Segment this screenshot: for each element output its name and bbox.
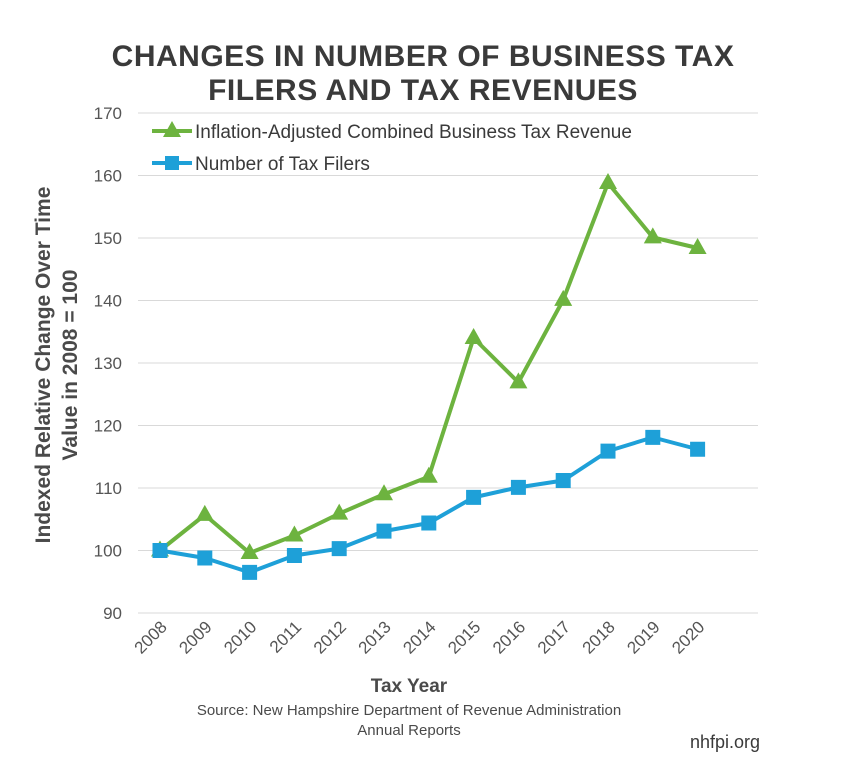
x-tick-label: 2012	[310, 617, 350, 657]
x-tick-label: 2009	[175, 617, 215, 657]
source-line-2: Annual Reports	[357, 722, 460, 739]
data-point-revenue-2017	[554, 289, 573, 306]
legend-item-revenue: Inflation-Adjusted Combined Business Tax…	[152, 121, 632, 143]
x-tick-label: 2019	[623, 617, 663, 657]
x-tick-label: 2011	[266, 617, 305, 656]
legend: Inflation-Adjusted Combined Business Tax…	[152, 121, 632, 175]
data-point-filers-2017	[555, 473, 571, 488]
x-tick-label: 2015	[444, 617, 484, 657]
x-tick-label: 2010	[220, 617, 260, 657]
data-point-filers-2010	[242, 564, 258, 580]
series-tax-filers	[152, 429, 706, 580]
data-point-revenue-2012	[330, 503, 349, 520]
x-axis-label: Tax Year	[371, 676, 448, 697]
y-tick-label: 100	[94, 542, 122, 561]
x-tick-label: 2018	[579, 617, 619, 657]
legend-label-filers: Number of Tax Filers	[195, 154, 370, 175]
y-tick-label: 120	[94, 417, 122, 436]
data-point-revenue-2020	[688, 238, 707, 254]
series-line	[159, 435, 699, 575]
data-point-filers-2018	[600, 443, 616, 459]
y-tick-label: 160	[94, 167, 122, 186]
series-tax-revenue	[151, 173, 707, 559]
data-point-filers-2014	[421, 515, 437, 531]
y-tick-label: 130	[94, 354, 122, 373]
legend-item-filers: Number of Tax Filers	[152, 154, 370, 175]
y-tick-label: 150	[94, 229, 122, 248]
data-point-revenue-2009	[195, 504, 214, 521]
legend-label-revenue: Inflation-Adjusted Combined Business Tax…	[195, 122, 632, 143]
data-point-filers-2015	[466, 489, 482, 505]
x-tick-label: 2020	[668, 617, 708, 657]
data-point-filers-2016	[510, 479, 526, 495]
x-tick-label: 2013	[355, 617, 395, 657]
data-point-revenue-2016	[509, 372, 528, 389]
x-tick-label: 2017	[534, 617, 574, 657]
legend-square-icon	[165, 156, 179, 170]
y-axis-label-line-2: Value in 2008 = 100	[59, 270, 82, 461]
x-tick-label: 2008	[131, 617, 171, 657]
data-point-filers-2019	[645, 429, 661, 445]
site-credit: nhfpi.org	[690, 732, 760, 752]
data-point-filers-2008	[152, 543, 168, 558]
gridlines	[138, 112, 758, 614]
y-axis-ticks: 90 100 110 120 130 140 150 160 170	[94, 104, 122, 623]
data-point-revenue-2014	[419, 466, 438, 483]
source-line-1: Source: New Hampshire Department of Reve…	[197, 702, 621, 719]
y-tick-label: 90	[103, 604, 122, 623]
chart-title-line-2: FILERS AND TAX REVENUES	[208, 74, 638, 107]
x-tick-label: 2016	[489, 617, 529, 657]
y-axis-label-line-1: Indexed Relative Change Over Time	[32, 187, 55, 544]
data-point-filers-2012	[331, 541, 347, 557]
data-point-revenue-2013	[375, 484, 393, 501]
chart-title-line-1: CHANGES IN NUMBER OF BUSINESS TAX	[112, 40, 735, 73]
y-tick-label: 140	[94, 292, 122, 311]
y-tick-label: 170	[94, 104, 122, 123]
data-point-filers-2011	[286, 548, 302, 563]
series-layer	[151, 173, 707, 580]
legend-triangle-icon	[163, 121, 181, 137]
y-tick-label: 110	[95, 479, 122, 498]
data-point-filers-2020	[690, 441, 706, 457]
data-point-filers-2013	[376, 523, 392, 539]
data-point-revenue-2010	[240, 543, 259, 559]
data-point-revenue-2018	[599, 173, 617, 189]
x-axis-ticks: 2008 2009 2010 2011 2012 2013 2014 2015 2016 2017…	[131, 617, 709, 657]
x-tick-label: 2014	[399, 617, 439, 657]
data-point-revenue-2011	[285, 525, 304, 542]
data-point-filers-2009	[197, 550, 213, 566]
data-point-revenue-2015	[464, 328, 483, 344]
data-point-revenue-2019	[643, 227, 662, 244]
